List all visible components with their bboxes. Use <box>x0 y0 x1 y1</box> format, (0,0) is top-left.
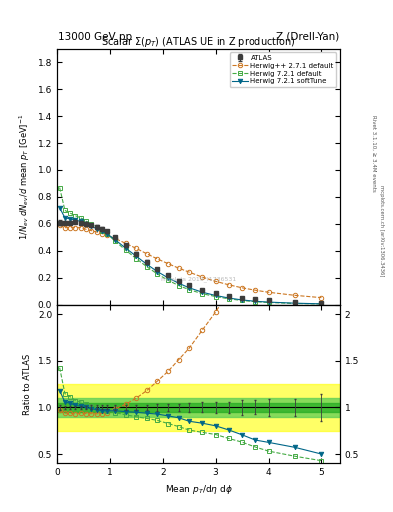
Herwig 7.2.1 default <box>253 298 258 305</box>
Herwig 7.2.1 default <box>176 283 181 289</box>
Herwig++ 2.7.1 default <box>89 227 94 233</box>
Herwig 7.2.1 softTune <box>79 219 83 225</box>
Line: Herwig 7.2.1 default: Herwig 7.2.1 default <box>57 185 324 306</box>
Herwig++ 2.7.1 default <box>166 261 171 267</box>
Herwig 7.2.1 softTune <box>253 298 258 304</box>
Herwig 7.2.1 softTune <box>57 205 62 211</box>
Herwig 7.2.1 default <box>145 264 149 270</box>
Herwig 7.2.1 default <box>266 300 271 306</box>
Herwig 7.2.1 default <box>166 277 171 283</box>
Text: mcplots 2019_I1736531: mcplots 2019_I1736531 <box>161 276 236 282</box>
Legend: ATLAS, Herwig++ 2.7.1 default, Herwig 7.2.1 default, Herwig 7.2.1 softTune: ATLAS, Herwig++ 2.7.1 default, Herwig 7.… <box>230 52 336 87</box>
Herwig++ 2.7.1 default <box>253 287 258 293</box>
Herwig++ 2.7.1 default <box>293 292 298 298</box>
Herwig++ 2.7.1 default <box>68 225 73 231</box>
Herwig++ 2.7.1 default <box>266 289 271 295</box>
Herwig++ 2.7.1 default <box>213 278 218 284</box>
Herwig++ 2.7.1 default <box>94 229 99 235</box>
Herwig 7.2.1 default <box>99 228 104 234</box>
Y-axis label: Ratio to ATLAS: Ratio to ATLAS <box>23 353 32 415</box>
Text: Rivet 3.1.10, ≥ 3.4M events: Rivet 3.1.10, ≥ 3.4M events <box>371 115 376 192</box>
Herwig++ 2.7.1 default <box>105 232 110 239</box>
Herwig++ 2.7.1 default <box>79 225 83 231</box>
Herwig 7.2.1 softTune <box>293 300 298 306</box>
Herwig 7.2.1 default <box>62 207 67 214</box>
Herwig 7.2.1 softTune <box>266 299 271 305</box>
Herwig 7.2.1 softTune <box>89 223 94 229</box>
Herwig 7.2.1 softTune <box>240 297 244 303</box>
Herwig 7.2.1 softTune <box>73 217 78 223</box>
Herwig 7.2.1 softTune <box>105 231 110 237</box>
Herwig 7.2.1 default <box>293 301 298 307</box>
Herwig 7.2.1 default <box>68 210 73 216</box>
Herwig++ 2.7.1 default <box>73 225 78 231</box>
Herwig++ 2.7.1 default <box>84 226 88 232</box>
Herwig 7.2.1 default <box>187 287 191 293</box>
Herwig 7.2.1 softTune <box>99 228 104 234</box>
Text: Z (Drell-Yan): Z (Drell-Yan) <box>275 32 339 42</box>
Herwig 7.2.1 softTune <box>68 216 73 222</box>
Herwig 7.2.1 default <box>213 293 218 300</box>
Herwig++ 2.7.1 default <box>57 222 62 228</box>
Herwig++ 2.7.1 default <box>200 274 205 280</box>
Herwig++ 2.7.1 default <box>113 236 118 242</box>
Herwig 7.2.1 default <box>94 224 99 230</box>
Herwig 7.2.1 softTune <box>84 221 88 227</box>
Herwig 7.2.1 default <box>319 301 324 307</box>
Herwig 7.2.1 default <box>226 296 231 302</box>
Herwig 7.2.1 softTune <box>62 215 67 221</box>
Herwig 7.2.1 softTune <box>200 289 205 295</box>
Herwig++ 2.7.1 default <box>134 245 139 251</box>
Herwig++ 2.7.1 default <box>187 269 191 275</box>
Herwig 7.2.1 softTune <box>319 301 324 307</box>
Text: mcplots.cern.ch [arXiv:1306.3436]: mcplots.cern.ch [arXiv:1306.3436] <box>380 185 384 276</box>
Herwig 7.2.1 default <box>200 291 205 297</box>
Herwig 7.2.1 softTune <box>134 253 139 260</box>
Herwig 7.2.1 softTune <box>155 269 160 275</box>
Herwig 7.2.1 softTune <box>94 226 99 232</box>
Herwig 7.2.1 default <box>79 215 83 221</box>
Herwig++ 2.7.1 default <box>319 294 324 301</box>
Herwig 7.2.1 default <box>57 184 62 190</box>
Herwig 7.2.1 softTune <box>176 280 181 286</box>
Herwig 7.2.1 softTune <box>145 261 149 267</box>
Herwig 7.2.1 softTune <box>226 295 231 301</box>
Herwig 7.2.1 default <box>89 221 94 227</box>
Title: Scalar $\Sigma(p_T)$ (ATLAS UE in Z production): Scalar $\Sigma(p_T)$ (ATLAS UE in Z prod… <box>101 35 296 49</box>
Herwig++ 2.7.1 default <box>240 285 244 291</box>
Herwig++ 2.7.1 default <box>226 282 231 288</box>
Herwig++ 2.7.1 default <box>123 240 128 246</box>
X-axis label: Mean $p_T$/d$\eta$ d$\phi$: Mean $p_T$/d$\eta$ d$\phi$ <box>165 483 232 496</box>
Herwig 7.2.1 default <box>134 255 139 262</box>
Herwig 7.2.1 default <box>123 247 128 253</box>
Herwig 7.2.1 default <box>113 238 118 244</box>
Herwig 7.2.1 default <box>84 218 88 224</box>
Herwig++ 2.7.1 default <box>99 230 104 237</box>
Text: 13000 GeV pp: 13000 GeV pp <box>58 32 132 42</box>
Herwig 7.2.1 default <box>73 213 78 219</box>
Y-axis label: $1/N_{ev}$ $dN_{ev}/d$ mean $p_T$ [GeV]$^{-1}$: $1/N_{ev}$ $dN_{ev}/d$ mean $p_T$ [GeV]$… <box>18 114 32 240</box>
Line: Herwig 7.2.1 softTune: Herwig 7.2.1 softTune <box>57 205 324 306</box>
Herwig 7.2.1 softTune <box>213 292 218 298</box>
Herwig 7.2.1 softTune <box>113 237 118 243</box>
Herwig++ 2.7.1 default <box>176 265 181 271</box>
Herwig 7.2.1 default <box>105 231 110 237</box>
Herwig 7.2.1 softTune <box>187 285 191 291</box>
Herwig++ 2.7.1 default <box>62 225 67 231</box>
Herwig 7.2.1 softTune <box>123 245 128 251</box>
Herwig 7.2.1 default <box>240 297 244 304</box>
Line: Herwig++ 2.7.1 default: Herwig++ 2.7.1 default <box>57 223 324 300</box>
Herwig++ 2.7.1 default <box>155 256 160 262</box>
Herwig 7.2.1 softTune <box>166 275 171 281</box>
Herwig++ 2.7.1 default <box>145 251 149 257</box>
Herwig 7.2.1 default <box>155 271 160 277</box>
